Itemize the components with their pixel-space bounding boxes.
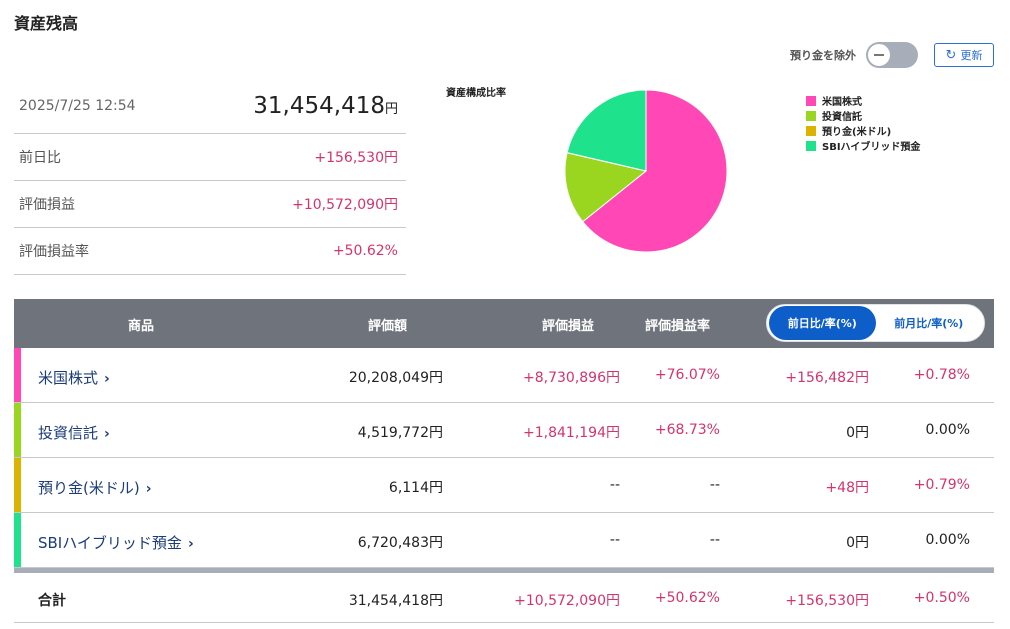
cell-pl: +1,841,194円: [523, 425, 620, 441]
chart-title: 資産構成比率: [446, 88, 506, 99]
refresh-icon: ↻: [945, 47, 957, 63]
summary-value: +10,572,090円: [292, 197, 398, 213]
summary-row: 評価損益率 +50.62%: [14, 228, 406, 275]
page-title: 資産残高: [14, 14, 79, 33]
asset-link-hybrid-deposit[interactable]: SBIハイブリッド預金 ›: [38, 532, 194, 553]
asset-name: 米国株式: [38, 369, 99, 387]
total-pl-cell: +10,572,090円: [514, 593, 620, 609]
row-color-bar: [14, 403, 21, 457]
table-row: 預り金(米ドル) › 6,114円 -- -- +48円 +0.79%: [14, 458, 994, 513]
total-separator: [14, 568, 994, 573]
cell-value: 6,720,483円: [357, 535, 443, 551]
row-color-bar: [14, 513, 21, 567]
datetime: 2025/7/25 12:54: [19, 97, 136, 114]
row-color-bar: [14, 458, 21, 512]
legend-swatch: [806, 125, 816, 136]
refresh-button[interactable]: ↻ 更新: [934, 43, 994, 67]
cell-diff-rate: 0.00%: [925, 532, 970, 548]
total-value: 31,454,418: [253, 92, 385, 119]
legend-swatch: [806, 110, 816, 121]
total-row: 合計 31,454,418円 +10,572,090円 +50.62% +156…: [14, 573, 994, 623]
legend-label: 預り金(米ドル): [822, 127, 892, 138]
chevron-right-icon: ›: [145, 481, 152, 497]
asset-link-usd-deposit[interactable]: 預り金(米ドル) ›: [38, 477, 152, 498]
asset-table: 商品 評価額 評価損益 評価損益率 前日比/率(%) 前月比/率(%) 米国株式…: [14, 299, 994, 623]
total-unit: 円: [384, 101, 398, 117]
cell-pl-rate: +68.73%: [654, 422, 720, 438]
total-pl-rate-cell: +50.62%: [654, 590, 720, 606]
asset-link-us-stocks[interactable]: 米国株式 ›: [38, 367, 110, 388]
summary-row: 評価損益 +10,572,090円: [14, 181, 406, 228]
cell-diff-rate: 0.00%: [925, 422, 970, 438]
header-value: 評価額: [368, 319, 408, 334]
chevron-right-icon: ›: [187, 536, 194, 552]
header-pl: 評価損益: [542, 319, 595, 334]
summary-label: 前日比: [19, 150, 61, 166]
cell-pl-rate: --: [709, 477, 720, 493]
cell-value: 6,114円: [388, 480, 443, 496]
cell-diff: 0円: [846, 425, 869, 441]
summary-label: 評価損益率: [19, 244, 89, 260]
cell-pl-rate: --: [709, 532, 720, 548]
legend-item: 投資信託: [806, 108, 920, 123]
table-row: 米国株式 › 20,208,049円 +8,730,896円 +76.07% +1…: [14, 348, 994, 403]
total-amount: 31,454,418円: [253, 93, 398, 119]
cell-pl: --: [609, 477, 620, 493]
legend-item: 預り金(米ドル): [806, 123, 920, 138]
asset-name: 預り金(米ドル): [38, 479, 140, 497]
pie-slice: [564, 152, 648, 223]
row-color-bar: [14, 348, 21, 402]
tab-daily-change[interactable]: 前日比/率(%): [769, 306, 876, 340]
asset-link-mutual-funds[interactable]: 投資信託 ›: [38, 422, 110, 443]
summary-value: +50.62%: [332, 243, 398, 259]
header-product: 商品: [128, 319, 155, 334]
toggle-knob[interactable]: [867, 43, 891, 67]
pie-chart: [563, 88, 729, 254]
period-toggle: 前日比/率(%) 前月比/率(%): [766, 304, 985, 342]
asset-name: SBIハイブリッド預金: [38, 534, 182, 552]
legend-item: SBIハイブリッド預金: [806, 138, 920, 153]
legend-label: 投資信託: [822, 112, 862, 123]
legend-swatch: [806, 95, 816, 106]
legend-label: 米国株式: [822, 97, 862, 108]
header-pl-rate: 評価損益率: [645, 319, 711, 334]
table-header: 商品 評価額 評価損益 評価損益率 前日比/率(%) 前月比/率(%): [14, 299, 994, 348]
summary-panel: 2025/7/25 12:54 31,454,418円 前日比 +156,530…: [14, 78, 406, 275]
cell-pl: --: [609, 532, 620, 548]
legend-label: SBIハイブリッド預金: [822, 142, 921, 153]
pie-svg: [564, 89, 728, 253]
summary-row: 前日比 +156,530円: [14, 134, 406, 181]
exclude-deposit-toggle[interactable]: [866, 42, 918, 68]
total-diff-cell: +156,530円: [785, 593, 869, 609]
pie-slice: [582, 89, 728, 253]
cell-diff-rate: +0.78%: [913, 367, 970, 383]
table-row: 投資信託 › 4,519,772円 +1,841,194円 +68.73% 0円 …: [14, 403, 994, 458]
chevron-right-icon: ›: [104, 426, 110, 442]
cell-value: 4,519,772円: [357, 425, 443, 441]
cell-diff: 0円: [846, 535, 869, 551]
legend-swatch: [806, 140, 816, 151]
total-label: 合計: [38, 593, 66, 609]
exclude-deposit-label: 預り金を除外: [790, 49, 856, 62]
chevron-right-icon: ›: [104, 371, 110, 387]
cell-value: 20,208,049円: [348, 370, 443, 386]
asset-name: 投資信託: [38, 424, 99, 442]
tab-monthly-change[interactable]: 前月比/率(%): [894, 317, 964, 330]
cell-diff-rate: +0.79%: [913, 477, 970, 493]
cell-pl-rate: +76.07%: [654, 367, 720, 383]
summary-value: +156,530円: [314, 150, 398, 166]
summary-label: 評価損益: [19, 197, 75, 213]
legend-item: 米国株式: [806, 93, 920, 108]
cell-diff: +48円: [825, 480, 869, 496]
total-diff-rate-cell: +0.50%: [913, 590, 970, 606]
cell-pl: +8,730,896円: [523, 370, 620, 386]
cell-diff: +156,482円: [785, 370, 869, 386]
pie-slice: [566, 89, 647, 172]
refresh-label: 更新: [960, 49, 983, 62]
minus-icon: [874, 54, 884, 56]
total-value-cell: 31,454,418円: [348, 593, 443, 609]
summary-total-row: 2025/7/25 12:54 31,454,418円: [14, 78, 406, 134]
table-row: SBIハイブリッド預金 › 6,720,483円 -- -- 0円 0.00%: [14, 513, 994, 568]
chart-legend: 米国株式投資信託預り金(米ドル) SBIハイブリッド預金: [806, 93, 920, 153]
